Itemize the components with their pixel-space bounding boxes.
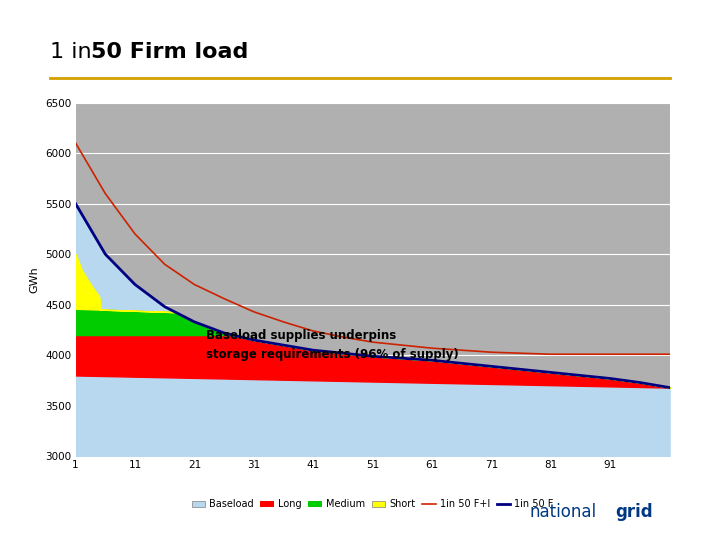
Text: national: national: [529, 503, 596, 521]
Text: grid: grid: [616, 503, 653, 521]
Text: 1 in: 1 in: [50, 42, 99, 62]
Text: Baseload supplies underpins
storage requirements (96% of supply): Baseload supplies underpins storage requ…: [206, 329, 459, 361]
Text: 50 Firm load: 50 Firm load: [91, 42, 248, 62]
Legend: Baseload, Long, Medium, Short, 1in 50 F+I, 1in 50 F: Baseload, Long, Medium, Short, 1in 50 F+…: [188, 496, 557, 514]
Y-axis label: GWh: GWh: [30, 266, 40, 293]
